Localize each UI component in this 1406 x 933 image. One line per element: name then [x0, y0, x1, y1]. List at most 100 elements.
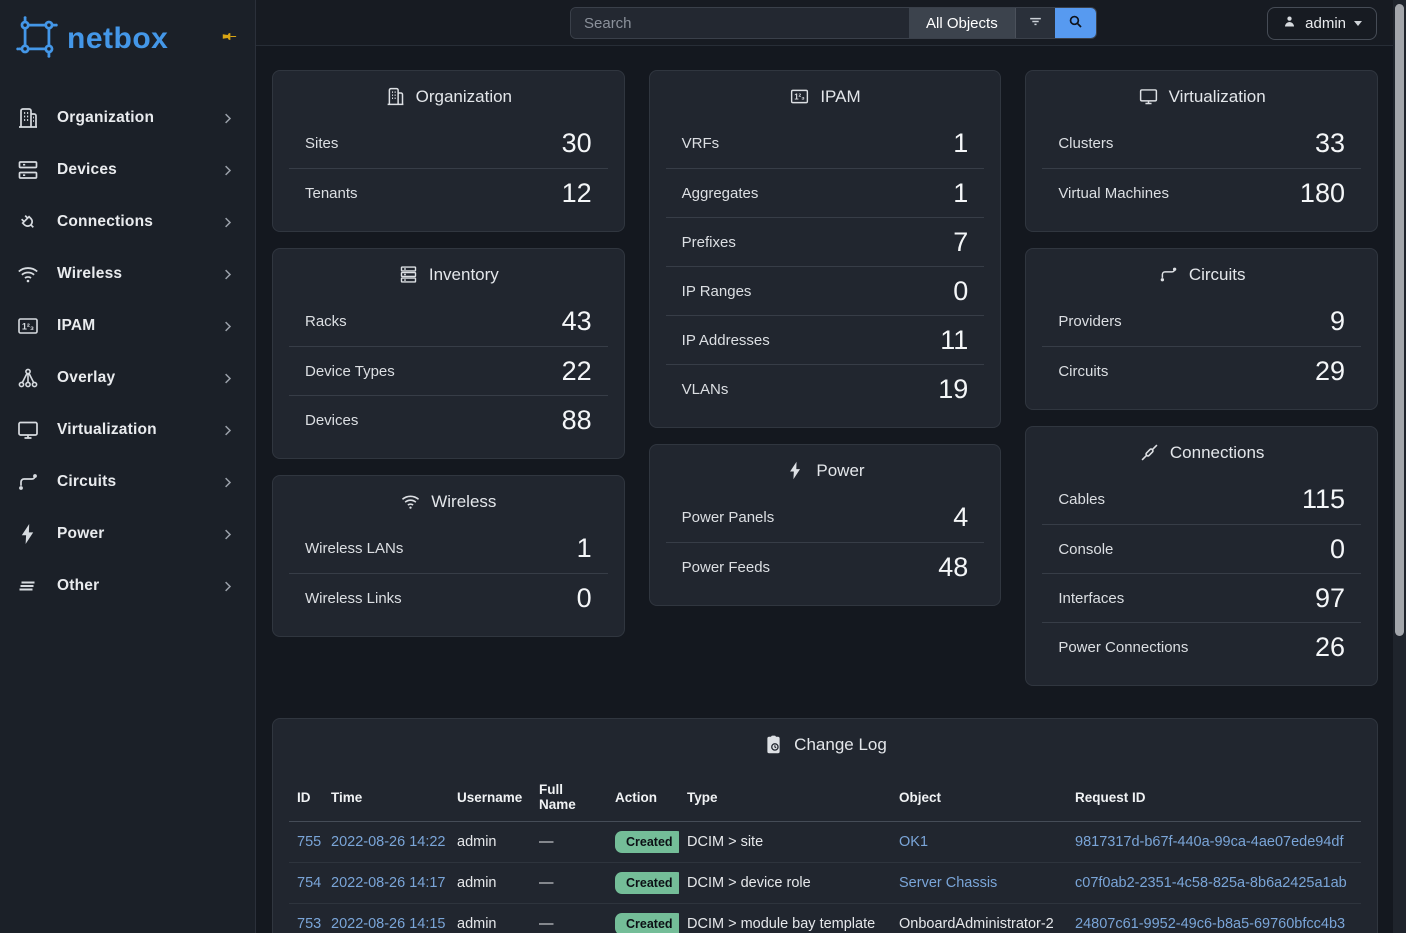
stat-value-link[interactable]: 7	[953, 226, 969, 257]
object-link[interactable]: Server Chassis	[899, 875, 998, 891]
user-menu-label: admin	[1305, 15, 1346, 32]
stat-value-link[interactable]: 9	[1329, 306, 1345, 336]
sidebar-item-other[interactable]: Other	[0, 560, 255, 612]
virtualization-card: Virtualization Clusters 33 Virtual Machi…	[1025, 70, 1378, 232]
stat-value-link[interactable]: 115	[1301, 484, 1345, 514]
card-title: Power	[816, 460, 865, 480]
stat-value-link[interactable]: 22	[561, 355, 592, 386]
stat-value-link[interactable]: 26	[1314, 631, 1345, 662]
change-time-link[interactable]: 2022-08-26 14:15	[331, 916, 446, 932]
stat-row: Power Panels 4	[666, 493, 985, 542]
search-icon	[1067, 13, 1084, 33]
cards-column-1: Organization Sites 30 Tenants 12	[272, 70, 625, 637]
chevron-right-icon	[220, 423, 235, 438]
change-id-link[interactable]: 753	[297, 916, 322, 932]
stat-label: VLANs	[681, 380, 729, 398]
stat-row: Aggregates 1	[665, 168, 985, 217]
username-cell: admin	[457, 834, 497, 850]
stat-row: Devices 88	[289, 395, 608, 444]
scrollbar-thumb[interactable]	[1395, 4, 1404, 636]
sidebar-item-organization[interactable]: Organization	[0, 92, 255, 144]
stat-value-link[interactable]: 11	[940, 324, 969, 355]
search-button[interactable]	[1054, 8, 1096, 38]
type-cell: DCIM > module bay template	[687, 916, 876, 932]
card-body: Providers 9 Circuits 29	[1026, 297, 1377, 409]
wifi-icon	[400, 491, 421, 512]
stat-row: Clusters 33	[1042, 119, 1361, 168]
object-type-button[interactable]: All Objects	[909, 8, 1015, 38]
stat-label: Aggregates	[681, 184, 759, 202]
card-header: Connections	[1026, 427, 1377, 475]
filter-button[interactable]	[1014, 8, 1055, 38]
stat-value-link[interactable]: 0	[1329, 533, 1345, 564]
sidebar-item-connections[interactable]: Connections	[0, 196, 255, 248]
caret-down-icon	[1354, 21, 1362, 26]
change-id-link[interactable]: 755	[297, 834, 322, 850]
request-id-link[interactable]: c07f0ab2-2351-4c58-825a-8b6a2425a1ab	[1075, 875, 1347, 891]
card-header: 1²₃ IPAM	[650, 71, 1001, 119]
page-scrollbar[interactable]	[1393, 0, 1406, 933]
action-badge: Created	[615, 831, 679, 853]
chevron-right-icon	[220, 371, 235, 386]
stat-value-link[interactable]: 1	[576, 533, 592, 563]
card-title: Virtualization	[1168, 86, 1266, 106]
stat-label: Wireless Links	[305, 589, 402, 607]
stat-label: Sites	[305, 135, 339, 152]
stat-label: Tenants	[305, 184, 358, 202]
sidebar-item-virtualization[interactable]: Virtualization	[0, 404, 255, 456]
stat-value-link[interactable]: 97	[1314, 582, 1345, 613]
stat-value-link[interactable]: 12	[561, 177, 592, 208]
chevron-right-icon	[220, 579, 235, 594]
stat-row: Console 0	[1042, 524, 1361, 573]
stat-label: Cables	[1058, 491, 1106, 508]
stat-value-link[interactable]: 1	[953, 177, 969, 208]
sidebar-item-label: Virtualization	[57, 421, 157, 438]
change-time-link[interactable]: 2022-08-26 14:22	[331, 834, 446, 850]
sidebar-item-ipam[interactable]: 1²₃ IPAM	[0, 300, 255, 352]
stat-value-link[interactable]: 0	[953, 275, 969, 306]
netbox-logo-icon	[15, 15, 59, 64]
stat-value-link[interactable]: 1	[953, 128, 969, 158]
filter-icon	[1027, 13, 1044, 33]
stat-value-link[interactable]: 88	[561, 404, 592, 435]
full-name-cell: —	[539, 916, 554, 932]
sidebar-item-circuits[interactable]: Circuits	[0, 456, 255, 508]
bolt-icon	[16, 522, 40, 546]
stat-label: IP Ranges	[681, 282, 752, 300]
stat-row: Sites 30	[289, 119, 608, 168]
stat-value-link[interactable]: 33	[1314, 128, 1345, 158]
request-id-link[interactable]: 9817317d-b67f-440a-99ca-4ae07ede94df	[1075, 834, 1344, 850]
object-link[interactable]: OK1	[899, 834, 929, 850]
sidebar-item-devices[interactable]: Devices	[0, 144, 255, 196]
transit-icon	[16, 470, 40, 494]
stat-label: Clusters	[1058, 135, 1114, 152]
stat-value-link[interactable]: 180	[1299, 177, 1345, 208]
column-header-full-name: Full Name	[531, 773, 607, 822]
stat-value-link[interactable]: 43	[561, 306, 592, 336]
logo-row[interactable]: netbox	[0, 0, 255, 78]
clipboard-clock-icon	[763, 734, 784, 755]
sidebar-item-overlay[interactable]: Overlay	[0, 352, 255, 404]
stat-value-link[interactable]: 4	[953, 502, 969, 532]
stat-value-link[interactable]: 0	[576, 582, 592, 613]
user-menu-button[interactable]: admin	[1267, 7, 1377, 40]
search-input[interactable]	[571, 8, 909, 38]
chevron-right-icon	[220, 475, 235, 490]
request-id-link[interactable]: 24807c61-9952-49c6-b8a5-69760bfcc4b3	[1075, 916, 1346, 932]
circuits-card: Circuits Providers 9 Circuits 29	[1025, 248, 1378, 410]
server-icon	[16, 158, 40, 182]
stat-label: Wireless LANs	[305, 540, 404, 557]
sidebar-item-power[interactable]: Power	[0, 508, 255, 560]
stat-value-link[interactable]: 48	[938, 551, 969, 582]
change-id-link[interactable]: 754	[297, 875, 322, 891]
svg-text:1²₃: 1²₃	[22, 322, 34, 332]
stat-value-link[interactable]: 30	[561, 128, 592, 158]
sidebar: netbox Organization	[0, 0, 256, 933]
stat-value-link[interactable]: 29	[1314, 355, 1345, 386]
card-title: Connections	[1169, 442, 1265, 462]
column-header-action: Action	[607, 773, 679, 822]
stat-value-link[interactable]: 19	[938, 373, 969, 404]
sidebar-item-wireless[interactable]: Wireless	[0, 248, 255, 300]
change-time-link[interactable]: 2022-08-26 14:17	[331, 875, 446, 891]
pin-sidebar-icon[interactable]	[220, 27, 239, 51]
